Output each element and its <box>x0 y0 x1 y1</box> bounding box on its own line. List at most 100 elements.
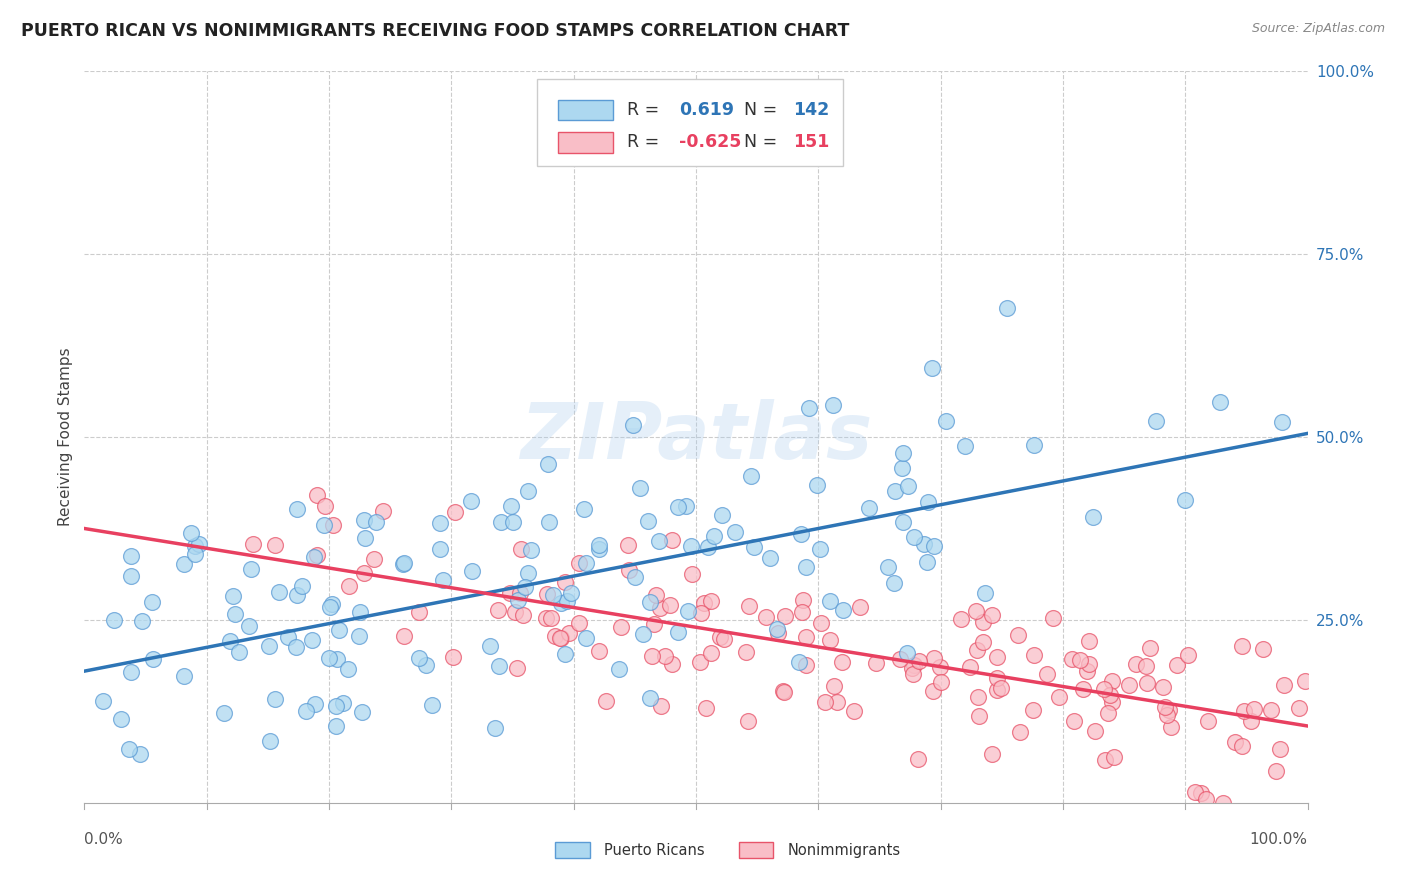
Point <box>364 515 387 529</box>
Point <box>966 642 988 657</box>
Point <box>512 607 534 622</box>
Point <box>1078 634 1101 648</box>
Point <box>648 601 671 615</box>
Text: 151: 151 <box>793 133 830 152</box>
Point <box>967 708 990 723</box>
Point <box>312 518 335 533</box>
Point <box>1076 664 1098 678</box>
Point <box>1223 735 1246 749</box>
Point <box>823 679 845 693</box>
Point <box>118 742 141 756</box>
Point <box>972 635 994 649</box>
Point <box>503 606 526 620</box>
Point <box>735 645 758 659</box>
Point <box>328 624 350 638</box>
Point <box>1099 689 1122 703</box>
Point <box>502 515 524 529</box>
Point <box>820 594 842 608</box>
Point <box>420 698 443 712</box>
Point <box>737 714 759 728</box>
Point <box>305 487 328 501</box>
Point <box>484 721 506 735</box>
Point <box>896 646 918 660</box>
Point <box>953 439 976 453</box>
Point <box>1042 611 1064 625</box>
Point <box>291 579 314 593</box>
Point <box>222 589 245 603</box>
Point <box>520 543 543 558</box>
Point <box>350 705 373 719</box>
Point <box>238 619 260 633</box>
Point <box>1270 415 1292 429</box>
Point <box>1008 725 1031 739</box>
Point <box>305 548 328 562</box>
Point <box>505 661 527 675</box>
Point <box>1102 749 1125 764</box>
Point <box>619 564 641 578</box>
Point <box>610 620 633 634</box>
Point <box>1084 723 1107 738</box>
Point <box>1024 438 1046 452</box>
Point <box>1189 786 1212 800</box>
Point <box>325 718 347 732</box>
Point <box>491 515 513 529</box>
Point <box>737 599 759 613</box>
Point <box>285 501 308 516</box>
Point <box>513 580 536 594</box>
Text: Puerto Ricans: Puerto Ricans <box>605 843 704 858</box>
Point <box>264 692 287 706</box>
Point <box>301 632 323 647</box>
Point <box>666 625 689 640</box>
Point <box>180 525 202 540</box>
Point <box>981 607 1004 622</box>
Point <box>1184 785 1206 799</box>
Point <box>595 694 617 708</box>
Point <box>326 652 349 666</box>
Point <box>1135 659 1157 673</box>
Point <box>700 593 723 607</box>
Point <box>921 360 943 375</box>
Point <box>187 536 209 550</box>
Point <box>429 541 451 556</box>
Point <box>1212 796 1234 810</box>
Point <box>337 662 360 676</box>
Point <box>1024 648 1046 662</box>
Point <box>219 634 242 648</box>
Point <box>742 540 765 554</box>
Point <box>907 752 929 766</box>
Point <box>347 629 370 643</box>
Point <box>915 555 938 569</box>
Point <box>534 611 557 625</box>
Point <box>710 508 733 522</box>
Point <box>321 597 343 611</box>
Point <box>624 570 647 584</box>
Point <box>935 414 957 428</box>
Point <box>516 484 538 499</box>
Point <box>1136 675 1159 690</box>
Point <box>1156 707 1178 722</box>
Point <box>555 594 578 608</box>
Point <box>1197 714 1219 728</box>
Point <box>808 542 831 557</box>
Point <box>508 593 530 607</box>
Point <box>120 549 142 563</box>
Point <box>1174 493 1197 508</box>
Point <box>295 704 318 718</box>
Point <box>550 631 572 645</box>
Point <box>543 588 565 602</box>
Point <box>510 541 533 556</box>
Point <box>661 657 683 672</box>
Point <box>765 622 787 636</box>
Point <box>1251 642 1274 657</box>
Point <box>353 513 375 527</box>
Point <box>647 533 669 548</box>
Point <box>884 483 907 498</box>
Point <box>517 566 540 580</box>
Point <box>772 684 794 698</box>
Point <box>550 596 572 610</box>
Point <box>681 567 703 582</box>
Point <box>981 747 1004 761</box>
Point <box>1083 509 1105 524</box>
Point <box>858 500 880 515</box>
Point <box>645 588 668 602</box>
